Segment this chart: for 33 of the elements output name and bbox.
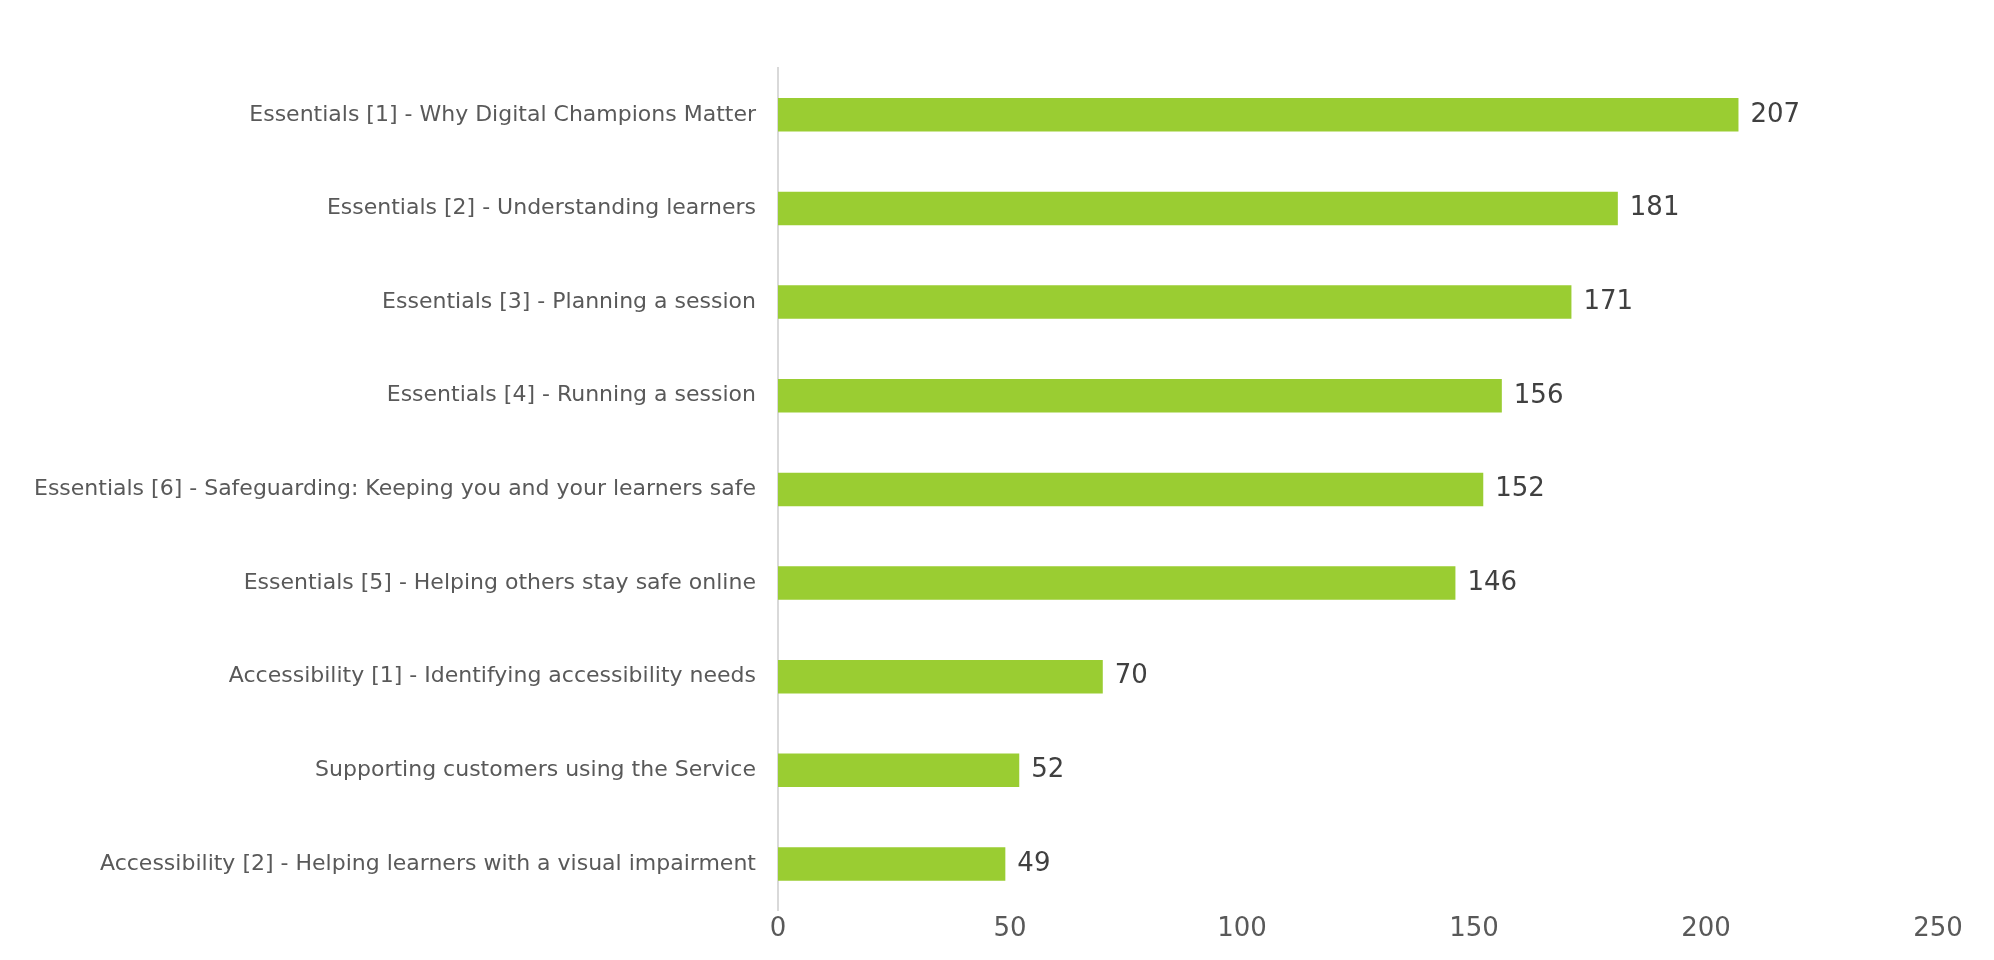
data-label: 70 [1114, 659, 1148, 690]
bar [777, 847, 1006, 881]
data-label: 146 [1467, 565, 1518, 596]
y-tick-label: Essentials [4] - Running a session [386, 381, 756, 407]
y-tick-label: Essentials [1] - Why Digital Champions Matter [249, 100, 757, 126]
data-label: 152 [1495, 472, 1545, 503]
data-label: 156 [1513, 378, 1564, 409]
bar [777, 472, 1484, 507]
bar [777, 98, 1739, 132]
y-tick-label: Essentials [6] - Safeguarding: Keeping you and your learners safe [33, 475, 756, 501]
y-tick-label: Supporting customers using the Service [315, 756, 756, 782]
y-tick-label: Essentials [5] - Helping others stay safe online [243, 568, 756, 594]
x-tick-label: 250 [1913, 912, 1963, 943]
bar [777, 753, 1020, 788]
x-tick-label: 200 [1681, 912, 1731, 943]
data-label: 181 [1629, 191, 1680, 222]
data-label: 49 [1017, 846, 1051, 877]
bar [777, 379, 1502, 413]
y-tick-label: Essentials [3] - Planning a session [382, 287, 756, 313]
y-tick-label: Essentials [2] - Understanding learners [326, 194, 756, 220]
y-tick-label: Accessibility [1] - Identifying accessibility needs [228, 662, 756, 688]
bar [777, 191, 1618, 226]
y-tick-label: Accessibility [2] - Helping learners with a visual impairment [100, 849, 757, 875]
bar [777, 285, 1572, 319]
data-label: 171 [1583, 284, 1634, 315]
x-tick-label: 50 [993, 912, 1027, 943]
x-tick-label: 100 [1217, 912, 1267, 943]
bar [777, 659, 1103, 694]
data-label: 207 [1750, 97, 1801, 128]
bar [777, 566, 1456, 600]
data-label: 52 [1031, 753, 1065, 784]
x-tick-label: 0 [769, 912, 787, 943]
x-tick-label: 150 [1449, 912, 1499, 943]
